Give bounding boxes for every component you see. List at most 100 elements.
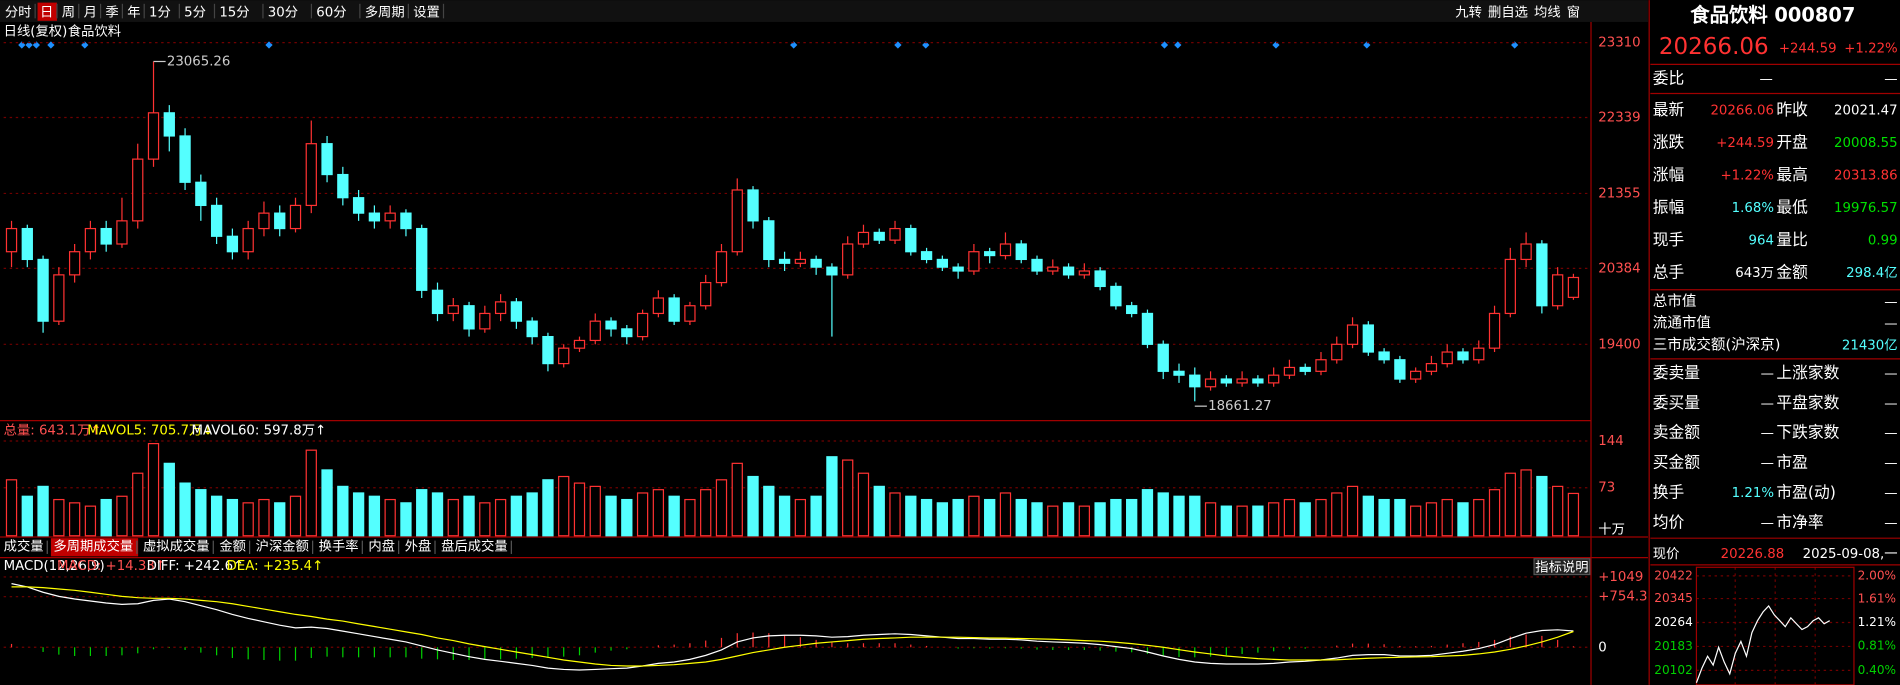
quote-label: 下跌家数 xyxy=(1776,423,1839,442)
volume-bar xyxy=(1157,492,1169,537)
quote-label: 均价 xyxy=(1653,513,1685,532)
toolbar-button[interactable]: 窗 xyxy=(1567,3,1580,20)
quote-label: 平盘家数 xyxy=(1776,393,1839,412)
quote-value: +1.22% xyxy=(1721,168,1774,183)
volume-bar xyxy=(636,492,649,537)
volume-bar xyxy=(968,495,980,537)
volume-bar xyxy=(1062,502,1075,537)
toolbar-button[interactable]: 多周期 xyxy=(365,3,405,20)
candle-body xyxy=(289,204,302,230)
volume-bar xyxy=(1425,502,1438,537)
volume-bar xyxy=(810,495,822,537)
volume-bar xyxy=(84,505,97,537)
toolbar-button[interactable]: 删自选 xyxy=(1488,4,1528,20)
candle-body xyxy=(684,305,696,322)
indicator-tab[interactable]: 沪深金额 xyxy=(256,539,309,555)
toolbar-button[interactable]: 30分 xyxy=(268,4,298,20)
y2-tick-label: 1.61% xyxy=(1858,591,1896,605)
toolbar-button[interactable]: 设置 xyxy=(413,4,440,20)
y-tick-label: 20102 xyxy=(1654,663,1693,677)
volume-bar xyxy=(542,479,554,537)
candle-body xyxy=(542,335,554,365)
toolbar-button[interactable]: 60分 xyxy=(316,4,346,20)
help-button[interactable]: 指标说明 xyxy=(1535,559,1588,575)
candle-body xyxy=(132,158,144,222)
volume-bar xyxy=(305,449,317,537)
volume-bar xyxy=(1236,505,1248,537)
y-tick-label: 22339 xyxy=(1598,111,1640,126)
indicator-tab[interactable]: 成交量 xyxy=(4,538,44,555)
candle-body xyxy=(416,227,428,291)
volume-bar xyxy=(431,492,444,537)
candle-body xyxy=(163,112,175,137)
y-tick-label: 20345 xyxy=(1654,591,1693,605)
toolbar-button[interactable]: 周 xyxy=(62,5,75,20)
volume-bar xyxy=(920,498,933,537)
footer-price: 20226.88 xyxy=(1721,547,1785,562)
candle-body xyxy=(889,227,901,241)
candle-body xyxy=(195,181,207,207)
toolbar-button[interactable]: 5分 xyxy=(184,4,206,20)
candle-body xyxy=(1173,370,1185,376)
candle-body xyxy=(1157,343,1169,372)
quote-value: 964 xyxy=(1749,233,1774,248)
volume-bar xyxy=(1078,505,1090,537)
volume-bar xyxy=(621,498,633,537)
quote-label: 市净率 xyxy=(1776,513,1823,532)
volume-bar xyxy=(1536,475,1548,537)
quote-label: 涨跌 xyxy=(1653,132,1685,151)
candle-body xyxy=(700,281,712,307)
indicator-tab[interactable]: 外盘 xyxy=(405,538,432,555)
indicator-tab[interactable]: 虚拟成交量 xyxy=(143,538,210,555)
volume-bar xyxy=(1268,502,1280,537)
toolbar-button[interactable]: 月 xyxy=(84,5,97,20)
toolbar-button[interactable]: 分时 xyxy=(5,4,32,20)
intraday-line xyxy=(1695,604,1831,683)
volume-bar xyxy=(1047,505,1059,537)
volume-bar xyxy=(195,489,207,537)
candle-body xyxy=(778,258,791,264)
volume-bar xyxy=(1331,492,1343,537)
indicator-tab[interactable]: 换手率 xyxy=(319,538,359,555)
volume-bar xyxy=(400,502,412,537)
candle-body xyxy=(510,301,523,322)
legend-entry: MAVOL5: 705.7万↓ xyxy=(87,423,213,438)
candle-body xyxy=(1204,378,1217,388)
toolbar-button[interactable]: 均线 xyxy=(1534,4,1561,20)
volume-bar xyxy=(1173,495,1185,537)
quote-value: 643万 xyxy=(1735,266,1774,281)
toolbar-button[interactable]: 年 xyxy=(127,4,140,20)
market-value: — xyxy=(1884,295,1897,310)
market-value: 21430亿 xyxy=(1842,338,1898,354)
quote-value: — xyxy=(1761,366,1774,381)
candle-body xyxy=(37,258,49,322)
toolbar-button[interactable]: 15分 xyxy=(219,4,249,20)
legend-entry: MAVOL60: 597.8万↑ xyxy=(191,423,326,438)
candle-body xyxy=(431,289,444,315)
candle-body xyxy=(274,212,286,230)
quote-value: 19976.57 xyxy=(1834,201,1898,216)
quote-price: 20266.06 xyxy=(1659,34,1769,60)
indicator-tab[interactable]: 多周期成交量 xyxy=(53,538,133,555)
candle-body xyxy=(1236,378,1248,384)
volume-bar xyxy=(1378,498,1390,537)
candle-body xyxy=(226,235,239,253)
toolbar-button[interactable]: 九转 xyxy=(1455,4,1482,20)
volume-bar xyxy=(447,498,459,537)
indicator-tab[interactable]: 金额 xyxy=(219,539,246,555)
candle-body xyxy=(668,297,680,322)
indicator-tab[interactable]: 内盘 xyxy=(368,538,395,555)
toolbar-button[interactable]: 季 xyxy=(105,4,118,20)
candle-body xyxy=(1126,305,1138,315)
toolbar-button[interactable]: 1分 xyxy=(149,4,171,20)
indicator-tab[interactable]: 盘后成交量 xyxy=(441,538,508,555)
volume-bar xyxy=(100,498,112,537)
quote-pct: +1.22% xyxy=(1844,42,1897,57)
toolbar-button[interactable]: 日 xyxy=(40,5,53,20)
candle-body xyxy=(636,312,649,338)
legend-entry: DIFF: +242.6↑ xyxy=(147,559,245,574)
candle-body xyxy=(652,297,665,315)
quote-value: 20021.47 xyxy=(1834,103,1898,118)
dea-line xyxy=(11,586,1574,667)
